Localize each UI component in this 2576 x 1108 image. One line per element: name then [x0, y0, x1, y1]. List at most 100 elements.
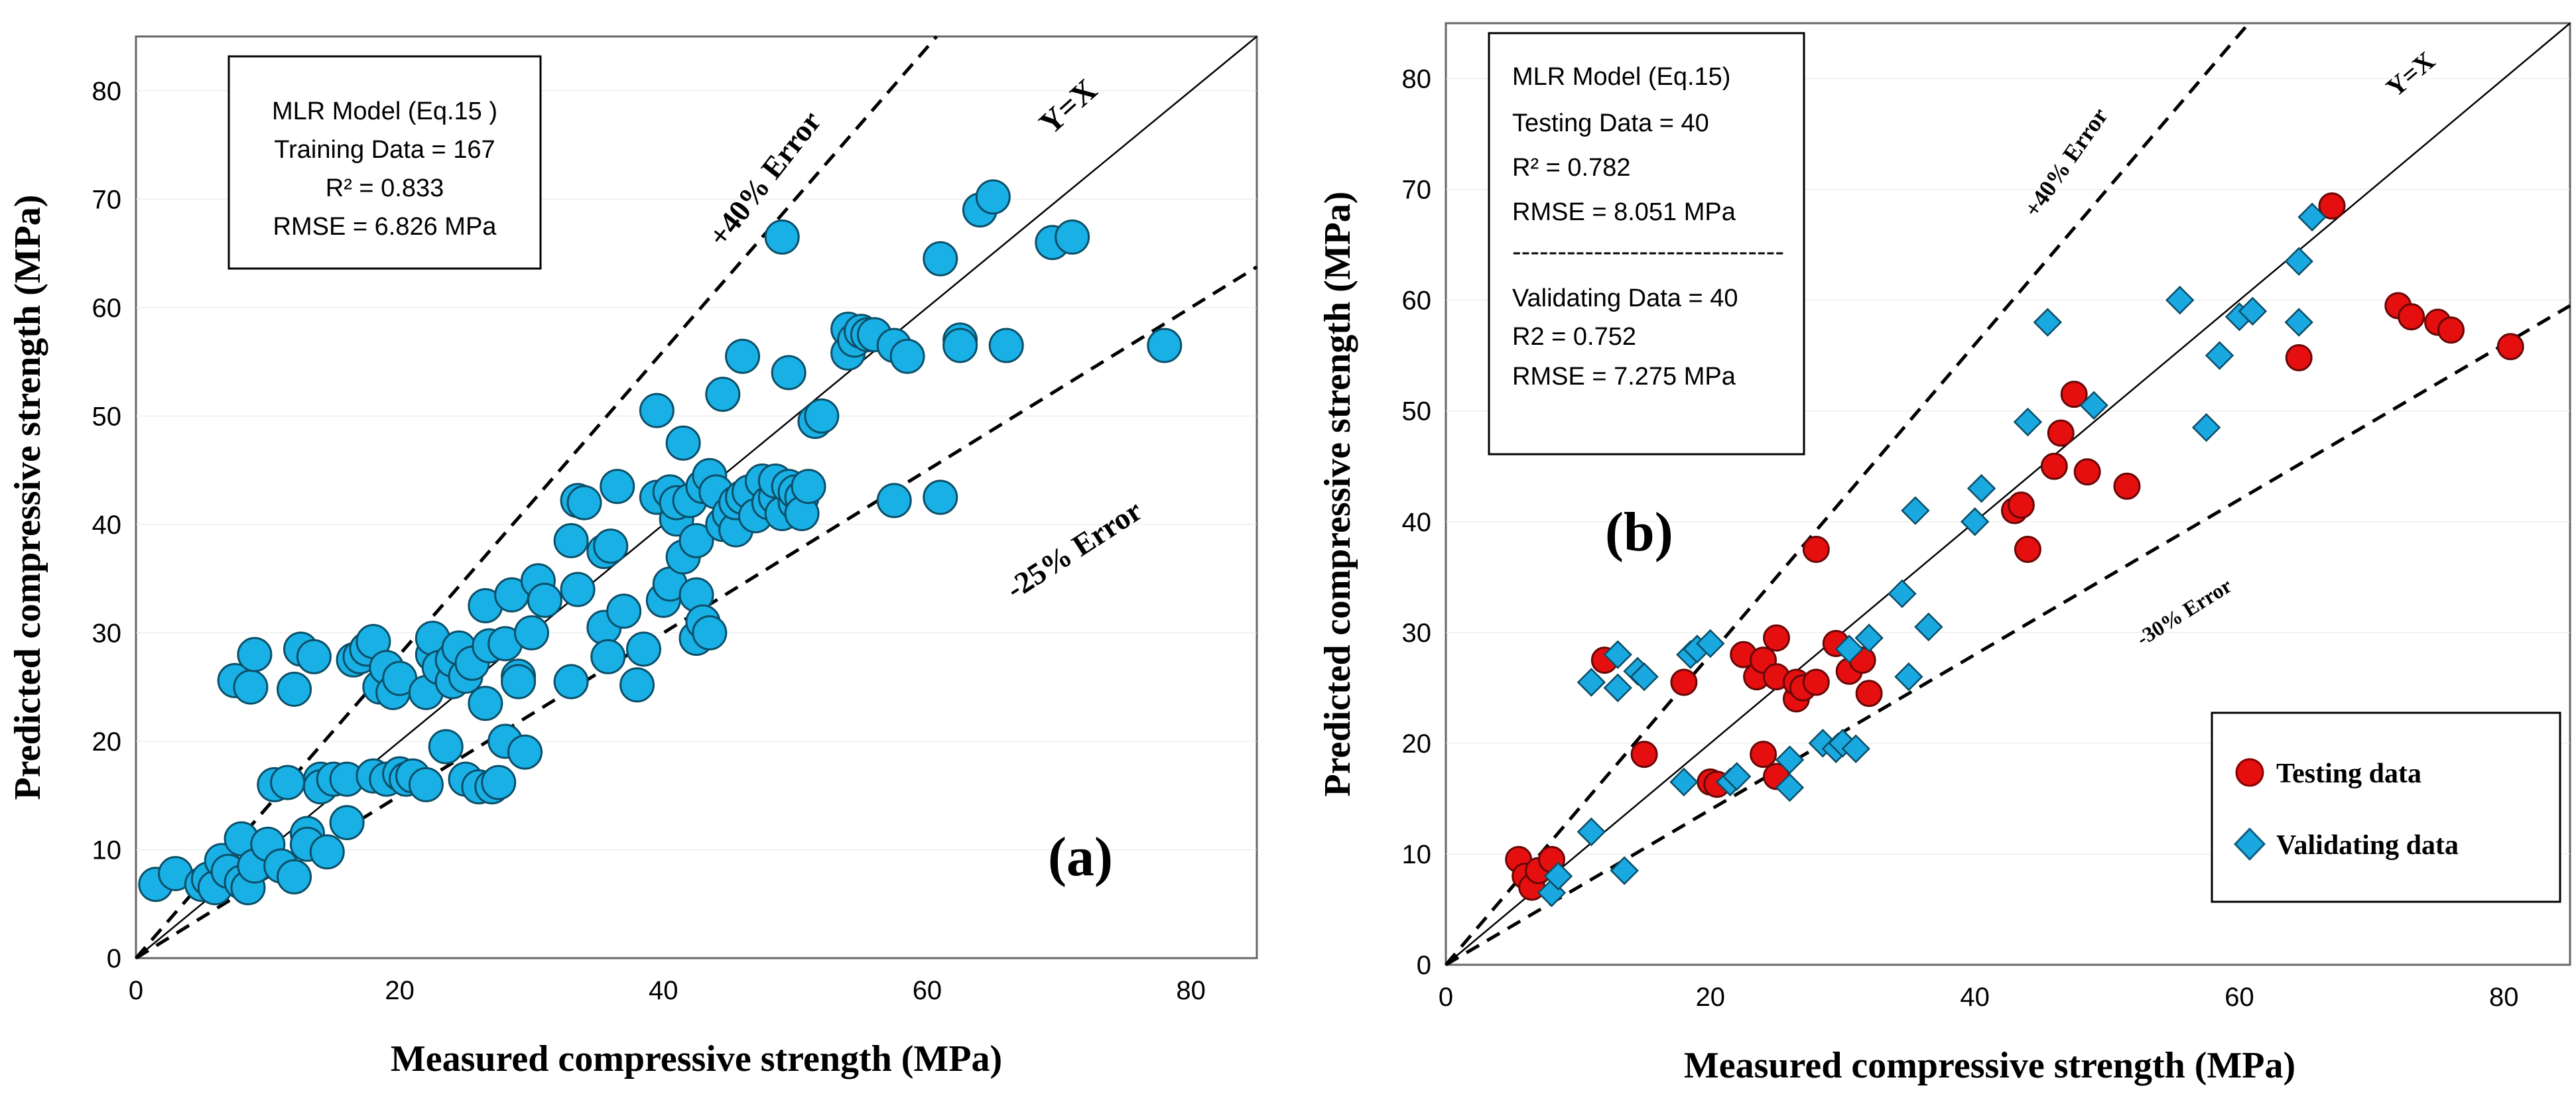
data-point-circle: [237, 637, 273, 672]
yx-line-label: Y=X: [1033, 72, 1104, 141]
data-point-diamond: [2013, 407, 2043, 437]
x-tick-label: 20: [385, 976, 415, 1005]
plus-error-line: [1445, 22, 2250, 966]
data-point-diamond: [2033, 308, 2063, 337]
data-point-circle: [876, 483, 912, 519]
minus-error-label: -30% Error: [2132, 574, 2236, 650]
info-box-line: R2 = 0.752: [1512, 323, 1636, 351]
y-tick-label: 60: [1402, 286, 1432, 316]
data-point-circle: [705, 377, 741, 412]
data-point-circle: [233, 669, 269, 705]
data-point-circle: [606, 593, 642, 629]
panel-label: (b): [1605, 501, 1673, 563]
y-tick-label: 40: [92, 511, 122, 540]
data-point-circle: [665, 425, 701, 461]
y-tick-label: 30: [92, 619, 122, 648]
y-tick-label: 10: [92, 835, 122, 865]
data-point-circle: [277, 671, 312, 707]
data-point-circle: [2014, 536, 2041, 564]
plot-area-frame: [135, 35, 1258, 959]
data-point-circle: [2318, 192, 2346, 220]
data-point-circle: [1763, 624, 1791, 652]
data-point-circle: [725, 338, 761, 374]
data-point-circle: [771, 355, 806, 391]
x-axis-title: Measured compressive strength (MPa): [1684, 1045, 2295, 1086]
info-box-frame: [227, 55, 542, 270]
data-points: [1505, 192, 2524, 908]
data-point-diamond: [1577, 668, 1606, 697]
data-point-diamond: [1901, 496, 1930, 525]
data-point-circle: [1055, 219, 1090, 255]
data-point-diamond: [1603, 673, 1632, 703]
data-point-diamond: [1841, 734, 1870, 763]
data-point-circle: [1802, 536, 1830, 564]
y-axis-title: Predicted compressive strength (MPa): [7, 195, 48, 800]
y-tick-label: 0: [1417, 951, 1431, 980]
data-point-circle: [791, 469, 826, 505]
data-point-circle: [507, 734, 543, 770]
data-point-diamond: [2238, 296, 2268, 326]
info-box-line: RMSE = 8.051 MPa: [1512, 198, 1736, 226]
y-tick-label: 20: [1402, 729, 1432, 759]
data-point-circle: [804, 398, 840, 434]
panel-label: (a): [1048, 826, 1113, 888]
y-tick-label: 20: [92, 727, 122, 757]
y-equals-x-line: [1445, 23, 2571, 965]
data-point-circle: [942, 328, 978, 363]
yx-line-label: Y=X: [2380, 46, 2441, 103]
data-point-circle: [2060, 381, 2088, 408]
data-point-diamond: [1888, 579, 1917, 609]
reference-lines: [1445, 22, 2571, 967]
info-box-divider: ------------------------------: [1512, 238, 1784, 266]
y-tick-labels: 0 10 20 30 40 50 60 70 80: [92, 77, 122, 973]
data-point-circle: [2040, 452, 2068, 480]
data-point-circle: [1855, 680, 1883, 708]
data-point-circle: [889, 338, 925, 374]
data-point-circle: [1750, 741, 1777, 769]
info-box-line: MLR Model (Eq.15 ): [272, 97, 497, 125]
plus-error-line: [135, 35, 938, 959]
info-box-line: R² = 0.833: [326, 174, 444, 202]
minus-error-label: -25% Error: [1000, 493, 1148, 606]
info-box-line: Training Data = 167: [274, 136, 495, 164]
data-point-circle: [270, 765, 306, 800]
data-point-circle: [560, 572, 596, 607]
x-tick-label: 60: [913, 976, 942, 1005]
data-point-circle: [527, 582, 562, 618]
legend: Testing data Validating data: [2211, 711, 2561, 903]
legend-frame: [2211, 711, 2561, 903]
data-point-circle: [566, 485, 602, 521]
y-tick-label: 40: [1402, 508, 1432, 537]
legend-label-testing: Testing data: [2276, 759, 2421, 789]
info-box: MLR Model (Eq.15 ) Training Data = 167 R…: [227, 55, 542, 270]
y-tick-label: 80: [92, 77, 122, 106]
data-point-diamond: [1914, 612, 1943, 642]
chart-panel-a: 0 20 40 60 80 0 10 20 30 40 50 60 70 80 Measured com…: [7, 35, 1258, 1079]
data-point-circle: [553, 523, 589, 558]
y-tick-label: 50: [92, 402, 122, 431]
plus-error-label: +40% Error: [2019, 103, 2113, 221]
minus-error-line: [1445, 304, 2571, 967]
data-point-circle: [2285, 344, 2313, 372]
data-point-circle: [428, 729, 464, 765]
x-tick-labels: 0 20 40 60 80: [129, 976, 1206, 1005]
data-point-diamond: [1966, 473, 1996, 503]
data-point-diamond: [1835, 635, 1864, 664]
x-tick-label: 0: [129, 976, 143, 1005]
data-point-circle: [2073, 458, 2101, 486]
data-point-diamond: [1630, 662, 1659, 692]
y-tick-labels: 0 10 20 30 40 50 60 70 80: [1402, 65, 1432, 980]
data-point-circle: [329, 805, 365, 841]
data-point-diamond: [1610, 856, 1639, 885]
legend-marker-testing: [2235, 758, 2264, 787]
data-point-circle: [2113, 472, 2141, 500]
data-point-diamond: [1854, 623, 1884, 652]
data-point-diamond: [2165, 285, 2195, 315]
data-point-circle: [923, 479, 958, 515]
y-tick-label: 70: [92, 185, 122, 214]
data-point-circle: [593, 528, 629, 564]
data-point-circle: [2398, 303, 2425, 331]
data-point-circle: [988, 328, 1024, 363]
plot-area-frame: [1445, 22, 2571, 966]
data-point-circle: [501, 664, 537, 700]
